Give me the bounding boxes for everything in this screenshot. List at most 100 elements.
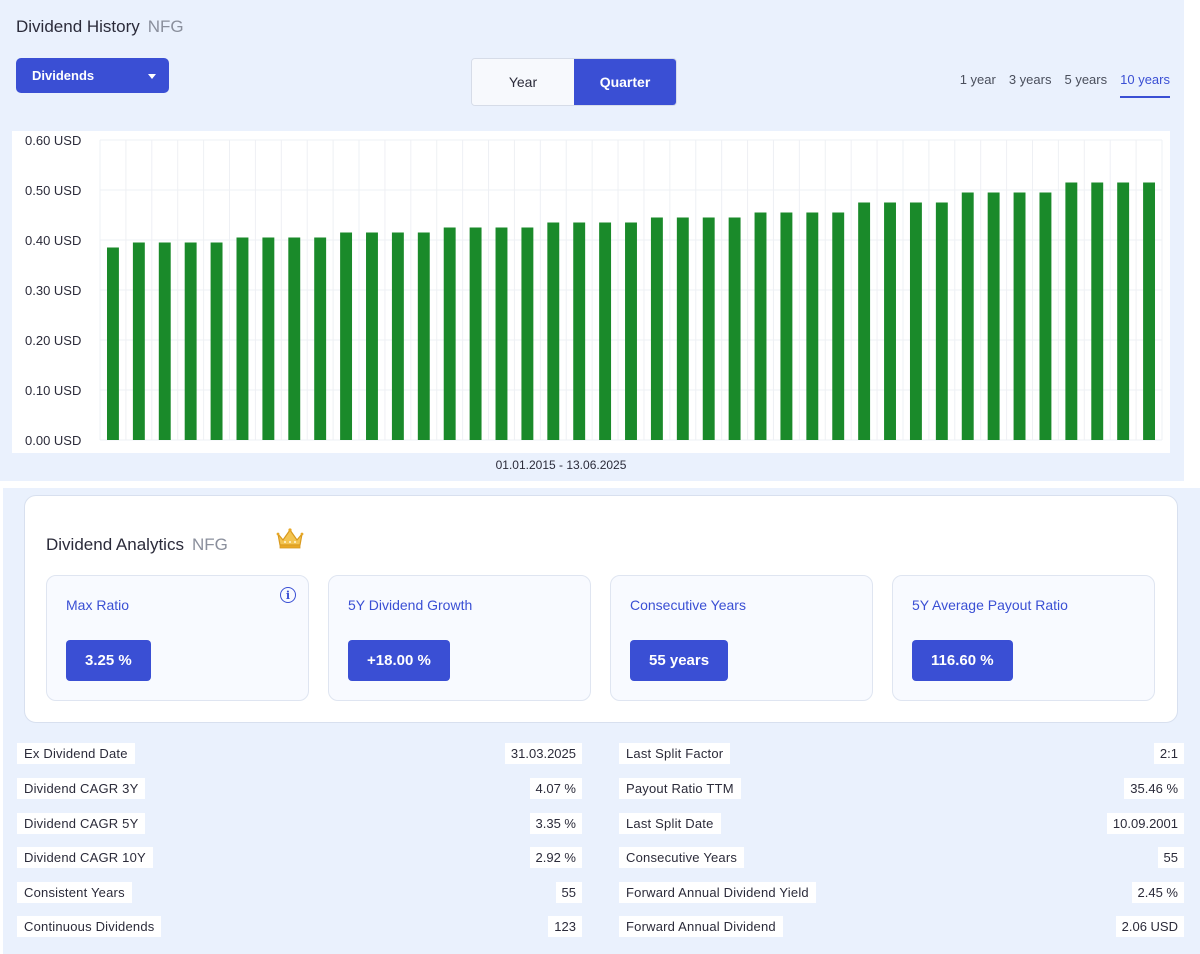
stat-row: Dividend CAGR 5Y 3.35 % [17, 813, 582, 835]
dividend-bar[interactable] [547, 222, 560, 441]
stat-row: Consecutive Years 55 [619, 847, 1184, 869]
y-tick-label: 0.50 USD [25, 183, 81, 198]
dividend-bar[interactable] [961, 192, 974, 441]
ticker-label: NFG [147, 17, 184, 36]
stat-label: Last Split Factor [619, 743, 731, 764]
stat-value: 4.07 % [529, 778, 582, 799]
range-3-years[interactable]: 3 years [1008, 72, 1052, 87]
dividends-dropdown[interactable]: Dividends [16, 58, 169, 93]
dividend-bar[interactable] [1117, 182, 1130, 441]
stat-row: Forward Annual Dividend 2.06 USD [619, 916, 1184, 938]
dividend-bar[interactable] [754, 212, 767, 441]
dividend-bar[interactable] [909, 202, 922, 441]
dividend-chart: 0.00 USD 0.10 USD 0.20 USD 0.30 USD 0.40 USD… [12, 131, 1170, 453]
stat-label: Forward Annual Dividend [619, 916, 783, 937]
metric-value: 116.60 % [912, 640, 1013, 681]
metric-label: Max Ratio [66, 597, 130, 613]
dividend-bar[interactable] [1065, 182, 1078, 441]
metric-5y-average-payout-ratio: 5Y Average Payout Ratio 116.60 % [892, 575, 1155, 701]
info-icon[interactable]: i [280, 587, 296, 603]
stat-label: Ex Dividend Date [17, 743, 135, 764]
metric-value: 55 years [630, 640, 729, 681]
dividend-bar[interactable] [858, 202, 871, 441]
dropdown-label: Dividends [32, 68, 95, 83]
dividend-bar[interactable] [443, 227, 456, 441]
dividend-bar[interactable] [262, 237, 275, 441]
y-tick-label: 0.00 USD [25, 433, 81, 448]
stat-value: 123 [548, 916, 582, 937]
dividend-bar-chart: 0.00 USD 0.10 USD 0.20 USD 0.30 USD 0.40 USD… [25, 133, 1163, 448]
stat-row: Continuous Dividends 123 [17, 916, 582, 938]
stat-value: 55 [1157, 847, 1184, 868]
dividend-bar[interactable] [884, 202, 896, 441]
stat-label: Dividend CAGR 3Y [17, 778, 146, 799]
analytics-title: Dividend Analytics NFG [46, 535, 228, 555]
metric-label: 5Y Average Payout Ratio [912, 597, 1068, 613]
dividend-bar[interactable] [469, 227, 482, 441]
stat-label: Payout Ratio TTM [619, 778, 741, 799]
dividend-bar[interactable] [1143, 182, 1156, 441]
dividend-bar[interactable] [340, 232, 353, 441]
range-1-year[interactable]: 1 year [959, 72, 996, 87]
dividend-bar[interactable] [702, 217, 715, 441]
dividend-bar[interactable] [676, 217, 689, 441]
year-toggle-button[interactable]: Year [472, 59, 574, 105]
metric-5y-dividend-growth: 5Y Dividend Growth +18.00 % [328, 575, 591, 701]
analytics-card: Dividend Analytics NFG Max Ratio i 3.25 %… [24, 495, 1178, 723]
stat-label: Dividend CAGR 5Y [17, 813, 146, 834]
stat-value: 35.46 % [1124, 778, 1184, 799]
y-tick-label: 0.10 USD [25, 383, 81, 398]
dividend-bar[interactable] [521, 227, 534, 441]
dividend-bar[interactable] [573, 222, 586, 441]
analytics-title-text: Dividend Analytics [46, 535, 184, 554]
dividend-bar[interactable] [650, 217, 663, 441]
dividend-bar[interactable] [366, 232, 378, 441]
dividend-bar[interactable] [314, 237, 327, 441]
y-tick-label: 0.60 USD [25, 133, 81, 148]
stat-row: Consistent Years 55 [17, 882, 582, 904]
dividend-bar[interactable] [728, 217, 741, 441]
dividend-bar[interactable] [210, 242, 223, 441]
stat-value: 2:1 [1153, 743, 1184, 764]
dividend-bar[interactable] [806, 212, 819, 441]
dividend-bar[interactable] [288, 237, 301, 441]
dividend-bar[interactable] [625, 222, 637, 441]
dividend-bar[interactable] [1013, 192, 1026, 441]
range-5-years[interactable]: 5 years [1064, 72, 1108, 87]
dividend-bar[interactable] [236, 237, 249, 441]
stat-label: Consecutive Years [619, 847, 745, 868]
dividend-bar[interactable] [184, 242, 197, 441]
stat-label: Continuous Dividends [17, 916, 162, 937]
stat-value: 31.03.2025 [504, 743, 582, 764]
dividend-bar[interactable] [391, 232, 404, 441]
dividend-bar[interactable] [832, 212, 845, 441]
dividend-bar[interactable] [495, 227, 508, 441]
y-tick-label: 0.40 USD [25, 233, 81, 248]
range-10-years[interactable]: 10 years [1120, 72, 1170, 98]
dividend-bar[interactable] [1091, 182, 1104, 441]
range-selector: 1 year 3 years 5 years 10 years [960, 72, 1170, 98]
dividend-bar[interactable] [935, 202, 948, 441]
dividend-bar[interactable] [780, 212, 793, 441]
dividend-bar[interactable] [106, 247, 119, 441]
quarter-toggle-button[interactable]: Quarter [574, 59, 676, 105]
stat-row: Ex Dividend Date 31.03.2025 [17, 743, 582, 765]
chart-date-range: 01.01.2015 - 13.06.2025 [495, 458, 627, 472]
analytics-ticker: NFG [191, 535, 228, 554]
stat-label: Dividend CAGR 10Y [17, 847, 153, 868]
dividend-bar[interactable] [599, 222, 612, 441]
metric-max-ratio: Max Ratio i 3.25 % [46, 575, 309, 701]
stat-row: Dividend CAGR 3Y 4.07 % [17, 778, 582, 800]
dividend-bar[interactable] [417, 232, 430, 441]
dividend-bar[interactable] [158, 242, 171, 441]
metric-value: 3.25 % [66, 640, 151, 681]
dividend-bar[interactable] [132, 242, 145, 441]
stat-label: Forward Annual Dividend Yield [619, 882, 816, 903]
dividend-history-title: Dividend History [16, 17, 140, 36]
dividend-bar[interactable] [987, 192, 1000, 441]
dividend-bar[interactable] [1039, 192, 1052, 441]
stat-row: Forward Annual Dividend Yield 2.45 % [619, 882, 1184, 904]
dividend-history-panel: Dividend History NFG Dividends Year Quart… [0, 0, 1184, 481]
stat-row: Payout Ratio TTM 35.46 % [619, 778, 1184, 800]
y-tick-label: 0.30 USD [25, 283, 81, 298]
